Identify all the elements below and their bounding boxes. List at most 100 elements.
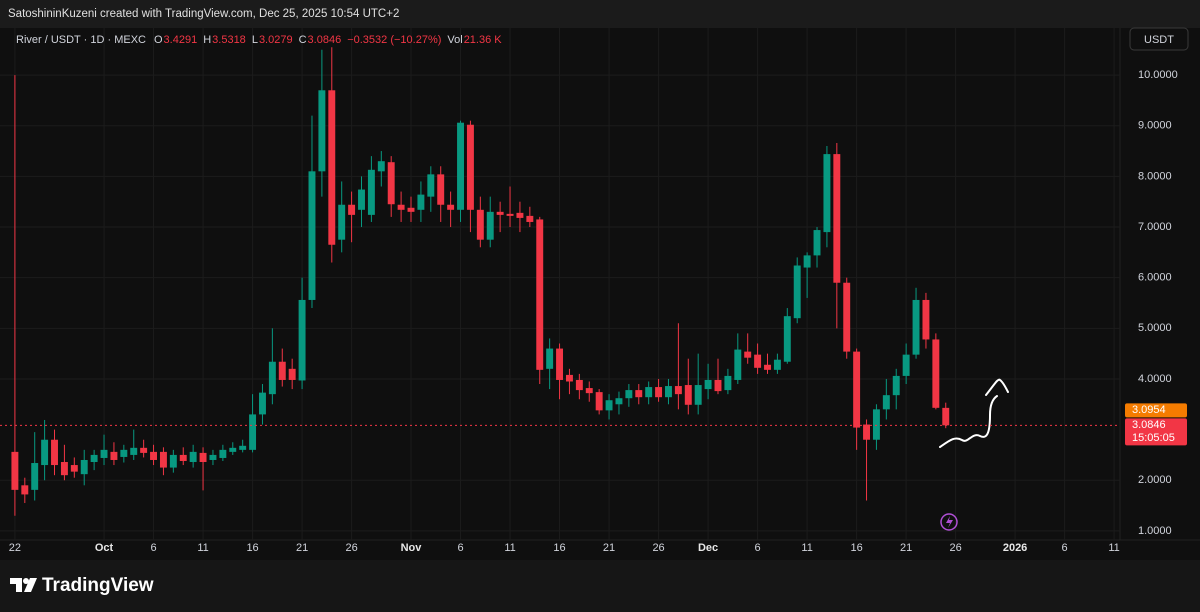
candle-body — [447, 204, 455, 210]
candle-body — [546, 348, 554, 369]
candle-body — [783, 316, 791, 362]
candle-body — [912, 299, 920, 355]
candle-body — [298, 299, 306, 381]
candle-body — [615, 398, 623, 405]
x-tick-label: 11 — [197, 542, 208, 554]
candle-body — [734, 349, 742, 380]
currency-button[interactable] — [1129, 27, 1189, 51]
candle-body — [773, 359, 781, 370]
candle-body — [427, 174, 435, 197]
candle-body — [338, 204, 346, 240]
candle-body — [565, 374, 573, 382]
candle-body — [803, 255, 811, 268]
candle-body — [655, 387, 663, 398]
candle-body — [150, 451, 158, 460]
x-tick-label: 6 — [457, 542, 463, 554]
candle-body — [754, 354, 762, 368]
candle-body — [60, 462, 68, 476]
candle-body — [11, 451, 19, 490]
candle-body — [249, 414, 257, 450]
candle-body — [932, 339, 940, 408]
candle-body — [457, 122, 464, 210]
candle-body — [605, 400, 613, 411]
candle-body — [744, 351, 752, 358]
logo — [23, 578, 29, 584]
candle-body — [922, 299, 930, 340]
candle-body — [724, 375, 732, 391]
candle-body — [417, 194, 425, 210]
x-tick-label: 16 — [246, 542, 258, 554]
candle-body — [843, 282, 851, 352]
candle-body — [387, 162, 395, 205]
candle-body — [70, 465, 78, 472]
x-tick-label: Dec — [698, 542, 718, 554]
currency-label[interactable]: USDT — [1144, 34, 1174, 46]
candle-body — [892, 375, 900, 396]
candle-body — [41, 439, 49, 466]
event-icon[interactable] — [940, 513, 958, 531]
x-tick-label: 21 — [296, 542, 308, 554]
candle-body — [823, 154, 831, 233]
candle-body — [318, 90, 326, 172]
candle-body — [51, 439, 58, 466]
legend-label: H — [203, 34, 211, 46]
candle-body — [288, 368, 296, 380]
candle-body — [882, 395, 890, 410]
candle-body — [466, 124, 474, 210]
candle-body — [437, 174, 445, 205]
candle-body — [199, 452, 207, 463]
legend-value: 21.36 K — [464, 34, 503, 46]
candle-body — [526, 215, 534, 222]
logo — [24, 578, 37, 592]
candle-body — [506, 213, 514, 216]
candle-body — [259, 392, 266, 415]
candle-body — [268, 361, 276, 395]
candle-body — [863, 424, 870, 440]
candle-body — [674, 386, 682, 395]
y-tick-label: 8.0000 — [1138, 170, 1172, 182]
candle-body — [377, 161, 385, 172]
candle-body — [694, 385, 702, 405]
y-tick-label: 7.0000 — [1138, 221, 1172, 233]
candle-body — [169, 454, 177, 468]
candle-body — [704, 379, 712, 390]
candle-body — [100, 449, 108, 458]
candle-body — [496, 211, 504, 215]
legend-label: L — [252, 34, 258, 46]
candle-body — [367, 169, 375, 215]
legend-label: O — [154, 34, 163, 46]
candle-body — [764, 364, 771, 370]
candle-body — [585, 388, 593, 394]
x-tick-label: 26 — [345, 542, 357, 554]
grid — [0, 28, 1120, 540]
top-bar — [0, 0, 1200, 28]
last-price-box — [1125, 418, 1187, 446]
candle-body — [486, 211, 494, 240]
symbol: River / USDT · 1D · MEXC — [16, 34, 146, 46]
x-tick-label: 16 — [851, 542, 863, 554]
y-tick-label: 2.0000 — [1138, 474, 1172, 486]
x-tick-label: 26 — [950, 542, 962, 554]
candle-body — [278, 361, 286, 380]
candle-body — [21, 485, 29, 495]
candle-body — [328, 90, 336, 245]
candle-body — [308, 171, 316, 300]
x-tick-label: 11 — [1108, 542, 1119, 554]
candle-body — [793, 265, 801, 319]
legend-value: 3.0279 — [259, 34, 293, 46]
candle-body — [853, 351, 861, 428]
x-tick-label: 21 — [603, 542, 615, 554]
candle-body — [476, 209, 484, 240]
candle-body — [189, 451, 197, 463]
candle-body — [942, 407, 950, 426]
event-bolt — [946, 516, 953, 528]
candle-body — [645, 387, 653, 398]
last-price: 3.0846 — [1132, 419, 1166, 431]
x-tick-label: 2026 — [1003, 542, 1027, 554]
candle-body — [575, 379, 583, 391]
footer — [0, 560, 1200, 612]
x-tick-label: Nov — [401, 542, 423, 554]
x-tick-label: 21 — [900, 542, 912, 554]
y-tick-label: 10.0000 — [1138, 69, 1178, 81]
